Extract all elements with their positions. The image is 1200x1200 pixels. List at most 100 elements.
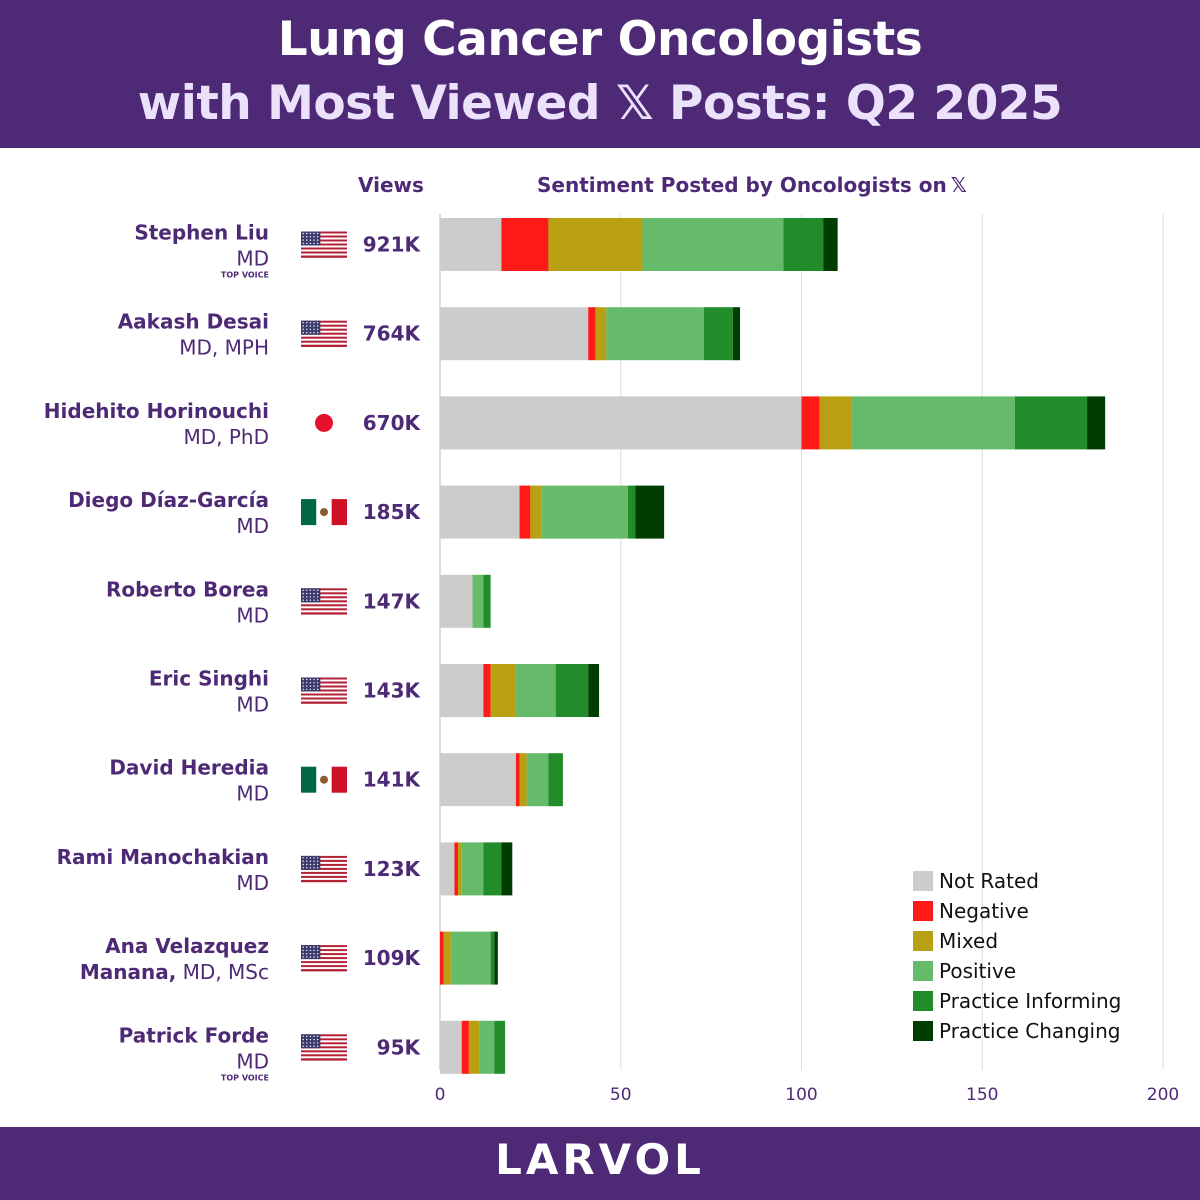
bar-segment-not-rated — [440, 218, 502, 271]
bar-segment-not-rated — [440, 485, 520, 539]
oncologist-credentials: MD — [236, 247, 269, 271]
bar-segment-positive — [606, 307, 704, 361]
bar-segment-practice-informing — [548, 753, 563, 807]
oncologist-credentials: MD, MSc — [176, 960, 269, 984]
oncologist-name: Patrick Forde — [119, 1023, 269, 1047]
views-value: 921K — [363, 233, 422, 257]
top-voice-badge: TOP VOICE — [221, 271, 269, 280]
us-flag-icon — [301, 231, 347, 258]
bar-segment-negative — [461, 1020, 469, 1074]
x-tick-label: 100 — [785, 1085, 817, 1105]
legend-item-practice-informing: Practice Informing — [913, 986, 1121, 1016]
bar-segment-not-rated — [440, 664, 484, 717]
bar-segment-not-rated — [440, 842, 455, 896]
bar-segment-mixed — [519, 753, 527, 807]
oncologist-credentials: MD — [236, 782, 269, 806]
chart-legend: Not Rated Negative Mixed Positive Practice I… — [913, 866, 1121, 1046]
legend-swatch — [913, 931, 933, 951]
views-column-header: Views — [358, 173, 424, 197]
bar-segment-practice-informing — [1014, 396, 1088, 450]
bar-segment-practice-informing — [483, 842, 502, 896]
bar-segment-practice-informing — [627, 485, 636, 539]
legend-item-positive: Positive — [913, 956, 1121, 986]
views-value: 95K — [377, 1035, 422, 1059]
x-tick-label: 0 — [435, 1085, 446, 1105]
mexico-flag-icon — [301, 766, 347, 793]
bar-segment-negative — [454, 842, 459, 896]
views-value: 764K — [363, 322, 422, 346]
views-value: 185K — [363, 500, 422, 524]
bar-segment-positive — [479, 1020, 495, 1074]
bar-segment-practice-changing — [588, 664, 600, 717]
oncologist-name: Diego Díaz-García — [68, 488, 269, 512]
sentiment-column-header: Sentiment Posted by Oncologists on 𝕏 — [537, 173, 967, 197]
bar-segment-negative — [519, 485, 531, 539]
oncologist-name: Rami Manochakian — [57, 845, 269, 869]
bar-segment-practice-informing — [494, 1020, 506, 1074]
legend-item-negative: Negative — [913, 896, 1121, 926]
us-flag-icon — [301, 945, 347, 972]
bar-segment-practice-changing — [732, 307, 741, 361]
legend-item-practice-changing: Practice Changing — [913, 1016, 1121, 1046]
us-flag-icon — [301, 1034, 347, 1061]
oncologist-credentials: MD — [236, 693, 269, 717]
legend-swatch — [913, 901, 933, 921]
bar-segment-positive — [852, 396, 1015, 450]
oncologist-credentials: MD, PhD — [183, 425, 269, 449]
oncologist-credentials: MD — [236, 603, 269, 627]
views-value: 147K — [363, 589, 422, 613]
bar-segment-not-rated — [440, 753, 516, 807]
bar-segment-negative — [588, 307, 596, 361]
mexico-flag-icon — [301, 499, 347, 526]
bar-segment-mixed — [548, 218, 643, 271]
bar-segment-negative — [483, 664, 491, 717]
x-logo-icon: 𝕏 — [950, 173, 967, 197]
bar-segment-mixed — [490, 664, 516, 717]
oncologist-name: Roberto Borea — [106, 577, 269, 601]
legend-label: Mixed — [939, 929, 999, 953]
bar-segment-practice-changing — [494, 931, 498, 985]
oncologist-name: Ana Velazquez — [105, 934, 269, 958]
bar-segment-mixed — [819, 396, 853, 450]
oncologist-name: Aakash Desai — [118, 310, 269, 334]
views-value: 109K — [363, 946, 422, 970]
legend-item-mixed: Mixed — [913, 926, 1121, 956]
bar-segment-positive — [515, 664, 556, 717]
bar-segment-negative — [515, 753, 520, 807]
bar-segment-mixed — [458, 842, 462, 896]
bar-segment-mixed — [530, 485, 542, 539]
bar-segment-positive — [472, 574, 484, 628]
bar-segment-practice-changing — [823, 218, 838, 271]
views-value: 123K — [363, 857, 422, 881]
legend-label: Practice Changing — [939, 1019, 1121, 1043]
us-flag-icon — [301, 320, 347, 347]
legend-swatch — [913, 961, 933, 981]
x-tick-label: 200 — [1147, 1085, 1179, 1105]
views-value: 670K — [363, 411, 422, 435]
bar-segment-not-rated — [440, 307, 589, 361]
us-flag-icon — [301, 677, 347, 704]
oncologist-credentials: MD — [236, 1049, 269, 1073]
bar-segment-positive — [461, 842, 484, 896]
oncologist-credentials: MD — [236, 871, 269, 895]
bar-segment-practice-informing — [483, 574, 491, 628]
bar-segment-practice-informing — [490, 931, 495, 985]
bar-segment-practice-changing — [501, 842, 513, 896]
bar-segment-practice-changing — [635, 485, 665, 539]
bar-segment-mixed — [443, 931, 451, 985]
bar-segment-positive — [642, 218, 784, 271]
bar-segment-positive — [526, 753, 549, 807]
oncologist-name: David Heredia — [109, 756, 269, 780]
views-value: 143K — [363, 679, 422, 703]
bar-segment-negative — [801, 396, 820, 450]
oncologist-credentials: MD — [236, 514, 269, 538]
legend-swatch — [913, 1021, 933, 1041]
oncologist-name: Hidehito Horinouchi — [44, 399, 269, 423]
legend-label: Practice Informing — [939, 989, 1122, 1013]
bar-segment-mixed — [595, 307, 607, 361]
bar-segment-practice-changing — [1087, 396, 1106, 450]
us-flag-icon — [301, 588, 347, 615]
footer-banner — [0, 1127, 1200, 1200]
legend-label: Negative — [939, 899, 1029, 923]
